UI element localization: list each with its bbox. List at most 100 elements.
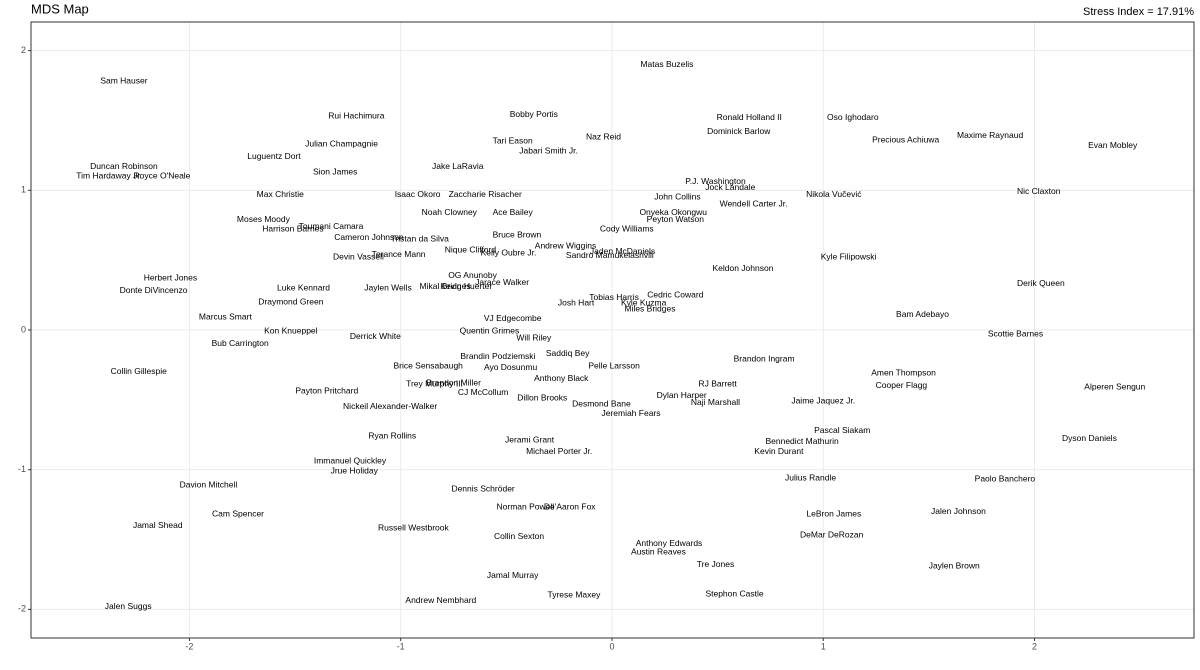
- player-label: Jalen Suggs: [105, 601, 152, 611]
- player-label: Wendell Carter Jr.: [720, 199, 788, 209]
- player-label: Sam Hauser: [100, 76, 147, 86]
- player-label: Miles Bridges: [624, 303, 675, 313]
- player-label: Jaden McDaniels: [590, 246, 655, 256]
- player-label: Maxime Raynaud: [957, 130, 1023, 140]
- grid-layer: [31, 22, 1194, 638]
- player-label: Harrison Barnes: [262, 224, 323, 234]
- player-label: Cooper Flagg: [876, 380, 928, 390]
- player-label: Bub Carrington: [212, 338, 269, 348]
- player-label: Brice Sensabaugh: [393, 361, 463, 371]
- player-label: Kyle Kuzma: [621, 298, 667, 308]
- player-label: Davion Mitchell: [180, 479, 238, 489]
- player-label: Tre Jones: [697, 559, 734, 569]
- player-label: Collin Gillespie: [111, 366, 167, 376]
- player-label: Zaccharie Risacher: [449, 189, 522, 199]
- player-label: Nique Clifford: [445, 245, 497, 255]
- player-label: Anthony Edwards: [636, 538, 703, 548]
- player-label: Tyrese Maxey: [547, 590, 601, 600]
- player-label: Norman Powell: [497, 502, 555, 512]
- player-label: Duncan Robinson: [90, 161, 158, 171]
- player-label: Julian Champagnie: [305, 138, 378, 148]
- player-label: DeMar DeRozan: [800, 530, 864, 540]
- player-label: Cody Williams: [600, 224, 654, 234]
- player-label: Nikola Vučević: [806, 189, 862, 199]
- player-label: P.J. Washington: [685, 176, 746, 186]
- player-label: Bruce Brown: [493, 229, 542, 239]
- player-label: Toumani Camara: [299, 221, 364, 231]
- player-label: Saddiq Bey: [546, 348, 590, 358]
- marks-layer: Matas Buzelis Sam Hauser Rui Hachimura Bobb…: [76, 59, 1145, 611]
- player-label: Kevin Huerter: [440, 281, 492, 291]
- y-tick-label: 2: [21, 45, 26, 55]
- player-label: Stephon Castle: [705, 588, 763, 598]
- y-tick-label: 0: [21, 324, 26, 334]
- player-label: Kevin Durant: [754, 446, 804, 456]
- player-label: Evan Mobley: [1088, 140, 1138, 150]
- player-label: Jaylen Brown: [929, 560, 980, 570]
- x-tick-label: 2: [1032, 641, 1037, 651]
- player-label: Brandin Podziemski: [460, 351, 535, 361]
- player-label: Isaac Okoro: [395, 189, 441, 199]
- player-label: CJ McCollum: [458, 387, 509, 397]
- player-label: Jalen Johnson: [931, 506, 986, 516]
- player-label: Kelly Oubre Jr.: [481, 247, 537, 257]
- player-label: Amen Thompson: [871, 368, 936, 378]
- player-label: Dyson Daniels: [1062, 433, 1117, 443]
- player-label: Ryan Rollins: [368, 430, 416, 440]
- player-label: Payton Pritchard: [295, 386, 358, 396]
- player-label: Trey Murphy III: [406, 379, 463, 389]
- player-label: Jaylen Wells: [364, 282, 412, 292]
- player-label: Josh Hart: [558, 298, 595, 308]
- player-label: Kon Knueppel: [264, 326, 318, 336]
- player-label: Russell Westbrook: [378, 523, 449, 533]
- player-label: John Collins: [654, 192, 700, 202]
- player-label: Jeremiah Fears: [601, 408, 660, 418]
- player-label: Pelle Larsson: [588, 361, 640, 371]
- player-label: Jabari Smith Jr.: [519, 145, 578, 155]
- player-label: Noah Clowney: [422, 207, 478, 217]
- player-label: Rui Hachimura: [328, 111, 384, 121]
- player-label: Scottie Barnes: [988, 328, 1043, 338]
- player-label: Brandon Ingram: [734, 354, 795, 364]
- player-label: Mikal Bridges: [420, 281, 471, 291]
- player-label: Cedric Coward: [647, 289, 703, 299]
- player-label: Keldon Johnson: [712, 263, 773, 273]
- player-label: Jrue Holiday: [331, 465, 379, 475]
- player-label: Dennis Schröder: [451, 483, 514, 493]
- player-label: RJ Barrett: [698, 379, 737, 389]
- player-label: Ronald Holland II: [717, 112, 782, 122]
- player-label: Tari Eason: [493, 136, 533, 146]
- player-label: Peyton Watson: [647, 214, 705, 224]
- player-label: Moses Moody: [237, 214, 291, 224]
- stress-annotation: Stress Index = 17.91%: [1083, 6, 1194, 18]
- x-tick-label: 1: [821, 641, 826, 651]
- player-label: Jamal Murray: [487, 570, 539, 580]
- player-label: Devin Vassell: [333, 252, 384, 262]
- player-label: Brandon Miller: [426, 377, 481, 387]
- player-label: Immanuel Quickley: [314, 456, 387, 466]
- player-label: Sandro Mamukelashvili: [566, 250, 654, 260]
- player-label: Bam Adebayo: [896, 309, 949, 319]
- player-label: Naz Reid: [586, 131, 621, 141]
- player-label: Dominick Barlow: [707, 126, 771, 136]
- player-label: Tristan da Silva: [391, 233, 450, 243]
- y-tick-label: -2: [18, 604, 26, 614]
- player-label: Onyeka Okongwu: [639, 207, 707, 217]
- player-label: Max Christie: [257, 189, 305, 199]
- y-tick-label: -1: [18, 464, 26, 474]
- player-label: Luke Kennard: [277, 282, 330, 292]
- player-label: Andrew Wiggins: [535, 240, 596, 250]
- player-label: Naji Marshall: [691, 397, 740, 407]
- player-label: Andrew Nembhard: [405, 595, 476, 605]
- player-label: Michael Porter Jr.: [526, 446, 592, 456]
- player-label: Herbert Jones: [144, 273, 197, 283]
- player-label: Jamal Shead: [133, 520, 183, 530]
- player-label: OG Anunoby: [448, 270, 497, 280]
- player-label: Royce O'Neale: [134, 171, 191, 181]
- player-label: Jerami Grant: [505, 435, 555, 445]
- x-tick-label: -2: [185, 641, 193, 651]
- player-label: Marcus Smart: [199, 312, 253, 322]
- player-label: Collin Sexton: [494, 531, 544, 541]
- player-label: Dylan Harper: [657, 390, 707, 400]
